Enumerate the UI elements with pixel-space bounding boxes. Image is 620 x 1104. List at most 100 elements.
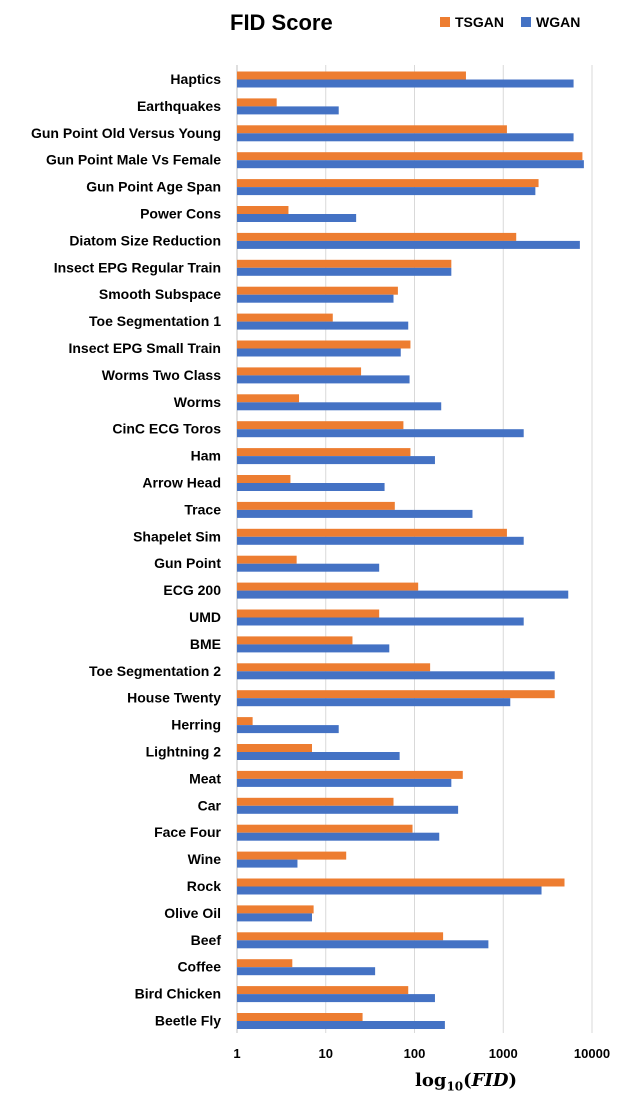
bar-tsgan (237, 690, 555, 699)
bar-wgan (237, 590, 569, 599)
bar-tsgan (237, 986, 409, 995)
category-label: UMD (189, 609, 221, 625)
bar-wgan (237, 832, 440, 841)
legend-label-tsgan: TSGAN (455, 14, 504, 30)
category-label: Car (198, 797, 222, 813)
category-label: Lightning 2 (146, 744, 222, 760)
bar-wgan (237, 752, 400, 760)
bar-tsgan (237, 286, 398, 295)
category-label: ECG 200 (163, 582, 221, 598)
bar-tsgan (237, 1013, 363, 1021)
bar-tsgan (237, 71, 466, 80)
legend-label-wgan: WGAN (536, 14, 581, 30)
bars (237, 71, 584, 1029)
bar-tsgan (237, 932, 444, 941)
bar-tsgan (237, 636, 353, 645)
bar-wgan (237, 294, 394, 303)
gridlines (236, 65, 593, 1033)
bar-wgan (237, 967, 376, 976)
category-label: Toe Segmentation 1 (89, 313, 221, 329)
bar-wgan (237, 778, 452, 787)
legend-swatch-wgan (521, 17, 531, 27)
category-label: Beetle Fly (155, 1013, 221, 1029)
bar-tsgan (237, 259, 452, 268)
bar-wgan (237, 133, 574, 142)
bar-tsgan (237, 206, 289, 214)
bar-tsgan (237, 340, 411, 349)
bar-wgan (237, 913, 313, 922)
bar-wgan (237, 106, 339, 115)
x-tick-label: 1 (233, 1046, 240, 1061)
category-label: Wine (188, 851, 222, 867)
bar-wgan (237, 698, 511, 707)
bar-wgan (237, 886, 542, 895)
category-label: Worms (174, 394, 221, 410)
bar-wgan (237, 509, 473, 518)
category-label: BME (190, 636, 221, 652)
bar-wgan (237, 859, 298, 868)
bar-wgan (237, 725, 339, 734)
bar-wgan (237, 187, 536, 196)
category-label: Meat (189, 770, 221, 786)
category-label: Gun Point (154, 555, 221, 571)
bar-wgan (237, 940, 489, 949)
bar-wgan (237, 563, 380, 572)
bar-wgan (237, 671, 555, 680)
category-label: Toe Segmentation 2 (89, 663, 221, 679)
category-label: Olive Oil (164, 905, 221, 921)
legend-item-tsgan: TSGAN (440, 14, 504, 30)
bar-wgan (237, 536, 524, 545)
bar-tsgan (237, 475, 291, 483)
bar-tsgan (237, 744, 313, 752)
bar-wgan (237, 79, 574, 88)
bar-tsgan (237, 878, 565, 887)
bar-tsgan (237, 959, 293, 968)
bar-wgan (237, 402, 442, 411)
bar-tsgan (237, 609, 380, 618)
bar-tsgan (237, 824, 413, 833)
bar-tsgan (237, 125, 507, 134)
bar-wgan (237, 1021, 445, 1029)
bar-tsgan (237, 232, 517, 241)
category-label: Coffee (177, 959, 221, 975)
bar-wgan (237, 267, 452, 276)
bar-wgan (237, 483, 385, 491)
category-label: Beef (191, 932, 222, 948)
bar-wgan (237, 375, 410, 384)
bar-tsgan (237, 555, 297, 564)
category-label: Smooth Subspace (99, 286, 221, 302)
bar-tsgan (237, 313, 333, 322)
category-label: House Twenty (127, 690, 221, 706)
bar-wgan (237, 240, 580, 249)
x-tick-label: 10000 (574, 1046, 610, 1061)
category-label: Bird Chicken (135, 986, 221, 1002)
bar-wgan (237, 456, 435, 465)
x-axis-label: log10(FID) (415, 1070, 518, 1094)
bar-tsgan (237, 367, 362, 376)
bar-tsgan (237, 582, 419, 591)
category-labels: Haptics Earthquakes Gun Point Old Versus Y… (31, 71, 222, 1029)
bar-wgan (237, 805, 459, 814)
category-label: Rock (187, 878, 221, 894)
bar-wgan (237, 214, 357, 222)
bar-wgan (237, 429, 524, 438)
bar-tsgan (237, 770, 463, 779)
category-label: Herring (171, 717, 221, 733)
legend-swatch-tsgan (440, 17, 450, 27)
bar-tsgan (237, 528, 507, 537)
bar-tsgan (237, 421, 404, 430)
bar-tsgan (237, 179, 539, 188)
bar-tsgan (237, 501, 395, 510)
bar-tsgan (237, 394, 300, 403)
bar-tsgan (237, 152, 583, 161)
bar-tsgan (237, 797, 394, 806)
category-label: Shapelet Sim (133, 528, 221, 544)
category-label: Diatom Size Reduction (69, 232, 221, 248)
legend-item-wgan: WGAN (521, 14, 580, 30)
bar-tsgan (237, 717, 253, 726)
bar-tsgan (237, 663, 431, 672)
bar-wgan (237, 160, 584, 169)
bar-wgan (237, 348, 401, 357)
category-label: Gun Point Age Span (86, 179, 221, 195)
